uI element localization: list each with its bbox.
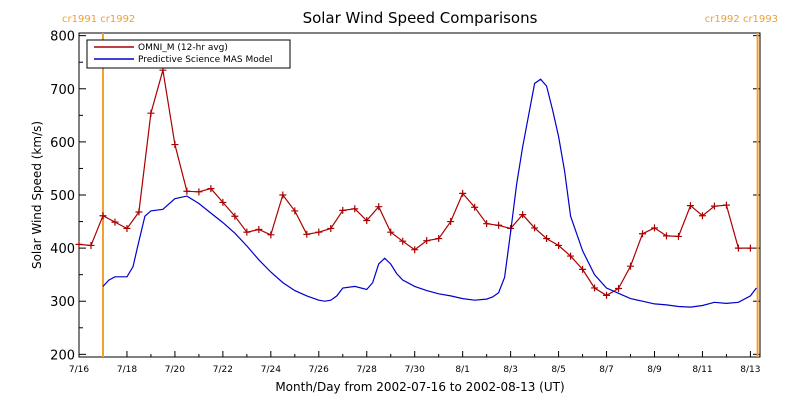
y-tick-label: 600 xyxy=(50,136,75,151)
axis-ticks: 200 300 400 500 600 700 800 7/16 7/18 7/20 7/22 7/2… xyxy=(50,30,760,375)
x-tick-label: 7/30 xyxy=(405,365,425,375)
data-point xyxy=(111,218,119,226)
data-point xyxy=(519,211,527,219)
data-point xyxy=(591,284,599,292)
data-point xyxy=(99,212,107,220)
rotation-markers: cr1991 cr1992 cr1992 cr1993 xyxy=(62,14,778,357)
data-point xyxy=(339,206,347,214)
data-point xyxy=(315,228,323,236)
x-tick-label: 7/22 xyxy=(213,365,233,375)
y-tick-label: 400 xyxy=(50,242,75,257)
data-point xyxy=(555,241,563,249)
data-point xyxy=(698,212,706,220)
data-point xyxy=(255,226,263,234)
x-axis-label: Month/Day from 2002-07-16 to 2002-08-13 … xyxy=(275,380,564,394)
rotation-marker-label: cr1992 cr1993 xyxy=(705,14,778,25)
y-tick-label: 500 xyxy=(50,189,75,204)
x-tick-label: 8/7 xyxy=(599,365,613,375)
data-point xyxy=(722,201,730,209)
data-point xyxy=(351,205,359,213)
rotation-marker-label: cr1991 cr1992 xyxy=(62,14,135,25)
data-point xyxy=(603,291,611,299)
data-point xyxy=(219,198,227,206)
data-point xyxy=(483,220,491,228)
data-point xyxy=(674,232,682,240)
data-point xyxy=(279,191,287,199)
chart-title: Solar Wind Speed Comparisons xyxy=(303,9,538,27)
data-point xyxy=(387,228,395,236)
y-tick-label: 700 xyxy=(50,83,75,98)
y-tick-label: 800 xyxy=(50,30,75,45)
data-point xyxy=(243,228,251,236)
x-tick-label: 8/5 xyxy=(551,365,565,375)
data-point xyxy=(495,221,503,229)
x-tick-label: 7/26 xyxy=(309,365,329,375)
data-point xyxy=(447,218,455,226)
data-point xyxy=(147,109,155,117)
data-point xyxy=(183,187,191,195)
data-point xyxy=(734,244,742,252)
data-point xyxy=(423,237,431,245)
data-point xyxy=(686,202,694,210)
x-tick-label: 8/3 xyxy=(503,365,517,375)
data-point xyxy=(435,235,443,243)
data-point xyxy=(710,202,718,210)
data-point xyxy=(291,207,299,215)
data-point xyxy=(627,262,635,270)
legend: OMNI_M (12-hr avg) Predictive Science MA… xyxy=(86,39,291,69)
data-point xyxy=(171,141,179,149)
legend-label-omni: OMNI_M (12-hr avg) xyxy=(138,43,228,53)
data-point xyxy=(459,189,467,197)
y-tick-label: 200 xyxy=(50,348,75,363)
data-point xyxy=(639,230,647,238)
data-point xyxy=(567,252,575,260)
series-lines xyxy=(75,66,757,308)
x-tick-label: 8/11 xyxy=(692,365,712,375)
data-point xyxy=(231,212,239,220)
data-point xyxy=(650,224,658,232)
legend-box xyxy=(86,39,291,69)
data-point xyxy=(375,203,383,211)
x-tick-label: 7/28 xyxy=(357,365,377,375)
data-point xyxy=(615,284,623,292)
data-point xyxy=(543,235,551,243)
data-point xyxy=(399,237,407,245)
y-axis-label: Solar Wind Speed (km/s) xyxy=(30,121,44,269)
series-line-1 xyxy=(102,78,757,308)
data-point xyxy=(135,208,143,216)
data-point xyxy=(75,240,83,248)
x-tick-label: 7/20 xyxy=(165,365,185,375)
x-tick-label: 8/13 xyxy=(740,365,760,375)
x-tick-label: 7/24 xyxy=(261,365,281,375)
data-point xyxy=(471,203,479,211)
x-tick-label: 7/16 xyxy=(69,365,89,375)
x-tick-label: 7/18 xyxy=(117,365,137,375)
x-tick-label: 8/1 xyxy=(455,365,469,375)
data-point xyxy=(662,232,670,240)
x-tick-label: 8/9 xyxy=(647,365,662,375)
data-point xyxy=(303,230,311,238)
data-point xyxy=(267,231,275,239)
data-point xyxy=(363,216,371,224)
legend-label-mas: Predictive Science MAS Model xyxy=(138,55,273,65)
data-point xyxy=(207,185,215,193)
data-point xyxy=(195,188,203,196)
data-point xyxy=(579,265,587,273)
y-tick-label: 300 xyxy=(50,295,75,310)
data-point xyxy=(123,224,131,232)
data-point xyxy=(411,246,419,254)
data-point xyxy=(327,224,335,232)
data-point xyxy=(531,224,539,232)
data-point xyxy=(87,241,95,249)
data-point xyxy=(746,244,754,252)
